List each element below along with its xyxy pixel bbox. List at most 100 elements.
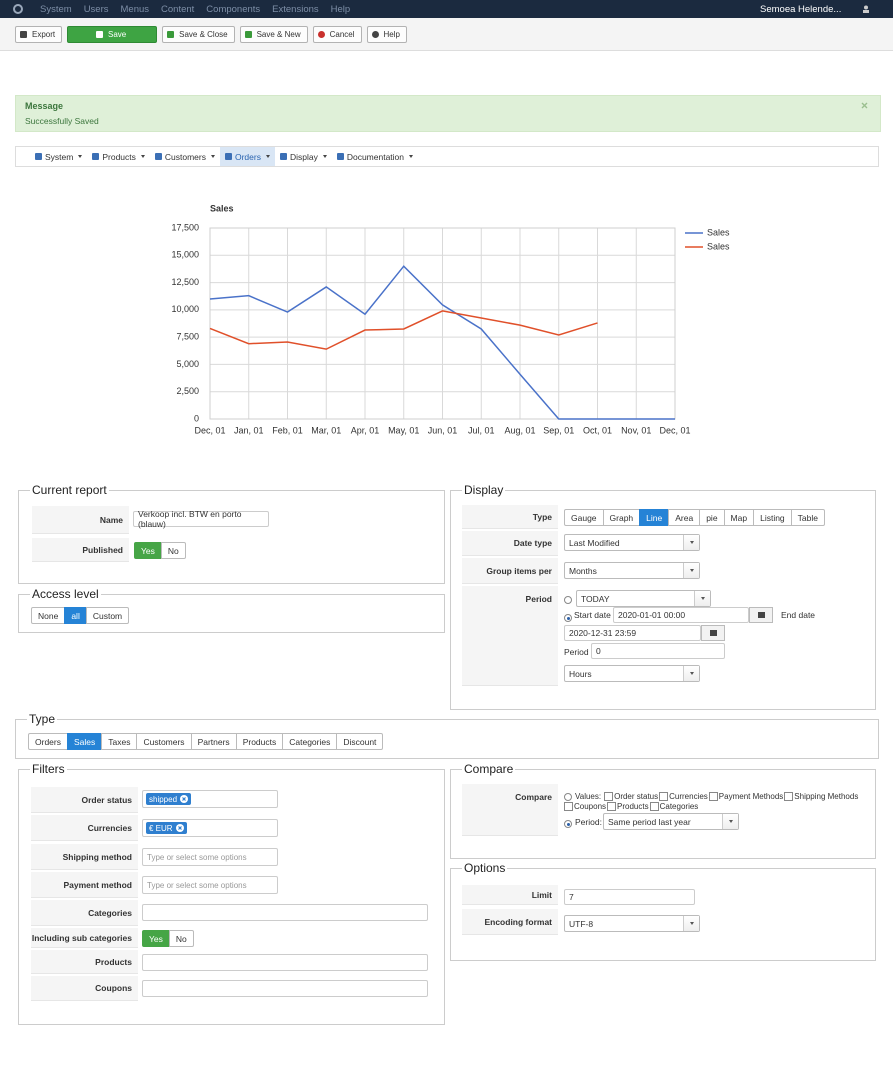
x-tick-label: Dec, 01 — [194, 425, 225, 435]
menu-item[interactable]: Menus — [120, 3, 150, 15]
checkbox[interactable] — [604, 792, 614, 801]
submenu-item[interactable]: Documentation — [332, 147, 418, 166]
x-tick-label: Oct, 01 — [583, 425, 612, 435]
option-button[interactable]: None — [31, 607, 66, 624]
toolbar-button[interactable]: Export — [15, 26, 63, 43]
submenu-item[interactable]: Products — [87, 147, 150, 166]
option-button[interactable]: Gauge — [564, 509, 604, 526]
value: Hours — [569, 668, 592, 679]
tag[interactable]: € EUR — [146, 822, 187, 834]
select[interactable]: Months — [564, 562, 700, 579]
close[interactable] — [861, 102, 868, 109]
checkbox-option[interactable]: Currencies — [659, 792, 708, 801]
option-button[interactable]: Sales — [66, 733, 103, 750]
submenu-item[interactable]: Display — [275, 147, 332, 166]
menu-item[interactable]: Extensions — [272, 3, 319, 15]
checkbox-option[interactable]: Coupons — [564, 802, 606, 811]
option-button[interactable]: Partners — [190, 733, 237, 750]
checkbox-option[interactable]: Categories — [649, 802, 698, 811]
menu-item[interactable]: Users — [83, 3, 109, 15]
name-input[interactable]: Verkoop incl. BTW en porto (blauw) — [133, 509, 269, 529]
remove[interactable] — [180, 795, 189, 803]
radio[interactable] — [564, 614, 572, 622]
checkbox[interactable] — [607, 802, 617, 811]
option-button[interactable]: Yes — [142, 930, 170, 947]
select[interactable]: TODAY — [576, 590, 711, 607]
checkbox-label: Payment Methods — [718, 792, 784, 801]
placeholder: Type or select some options — [147, 880, 247, 890]
select[interactable]: Last Modified — [564, 534, 700, 551]
y-tick-label: 15,000 — [171, 250, 199, 260]
tag[interactable]: shipped — [146, 793, 192, 805]
option-button[interactable]: all — [64, 607, 87, 624]
icon — [244, 31, 252, 38]
option-button[interactable]: Orders — [28, 733, 68, 750]
option-button[interactable]: Listing — [753, 509, 792, 526]
menu-item[interactable]: Components — [206, 3, 261, 15]
menu-item[interactable]: Help — [330, 3, 351, 15]
checkbox-option[interactable]: Order status — [604, 792, 658, 801]
submenu-item[interactable]: Customers — [150, 147, 220, 166]
toolbar-button[interactable]: Save & Close — [162, 26, 235, 43]
user-name[interactable]: Semoea Helende... — [760, 4, 842, 15]
option-button[interactable]: Taxes — [101, 733, 138, 750]
option-button[interactable]: pie — [699, 509, 725, 526]
user-icon[interactable] — [862, 5, 870, 13]
radio[interactable] — [564, 596, 572, 604]
period-input[interactable]: 0 — [591, 643, 725, 659]
option-button[interactable]: Discount — [336, 733, 384, 750]
option-button[interactable]: Custom — [85, 607, 130, 624]
toolbar-button[interactable]: Save — [67, 26, 158, 43]
tag-input[interactable]: Type or select some options — [142, 848, 278, 866]
radio-option[interactable]: Values: — [564, 792, 601, 801]
checkbox[interactable] — [649, 802, 659, 811]
checkbox[interactable] — [564, 802, 573, 811]
toolbar-button[interactable]: Help — [366, 26, 407, 43]
option-button[interactable]: Products — [235, 733, 284, 750]
limit-input[interactable]: 7 — [564, 889, 695, 905]
option-button[interactable]: No — [168, 930, 194, 947]
date-input[interactable]: 2020-01-01 00:00 — [613, 607, 749, 623]
select[interactable]: UTF-8 — [564, 915, 700, 932]
submenu-label: Orders — [234, 151, 261, 162]
menu-item[interactable]: System — [40, 3, 72, 15]
coupons-input[interactable] — [142, 980, 428, 997]
tag-input[interactable]: Type or select some options — [142, 876, 278, 894]
option-button[interactable]: Graph — [602, 509, 641, 526]
checkbox[interactable] — [659, 792, 669, 801]
x-tick-label: Mar, 01 — [311, 425, 341, 435]
submenu-item[interactable]: System — [30, 147, 87, 166]
calendar-button[interactable] — [749, 607, 773, 623]
select[interactable]: Hours — [564, 665, 700, 682]
text: Period: — [575, 817, 602, 827]
option-button[interactable]: Yes — [134, 542, 162, 559]
option-button[interactable]: Area — [668, 509, 701, 526]
value: 2020-12-31 23:59 — [569, 628, 637, 638]
option-button[interactable]: No — [160, 542, 186, 559]
toolbar-button[interactable]: Save & New — [239, 26, 308, 43]
checkbox-option[interactable]: Payment Methods — [708, 792, 784, 801]
radio[interactable] — [564, 820, 572, 828]
checkbox[interactable] — [784, 792, 794, 801]
checkbox-option[interactable]: Shipping Methods — [784, 792, 858, 801]
option-button[interactable]: Map — [723, 509, 755, 526]
products-input[interactable] — [142, 954, 428, 971]
option-button[interactable]: Categories — [282, 733, 338, 750]
calendar-button[interactable] — [701, 625, 725, 641]
toolbar-button[interactable]: Cancel — [312, 26, 362, 43]
select[interactable]: Same period last year — [603, 813, 739, 830]
remove[interactable] — [175, 824, 184, 832]
icon — [154, 153, 162, 160]
checkbox[interactable] — [708, 792, 718, 801]
checkbox-option[interactable]: Products — [607, 802, 649, 811]
option-button[interactable]: Line — [639, 509, 670, 526]
option-button[interactable]: Customers — [136, 733, 192, 750]
legend-label: Sales — [707, 227, 730, 237]
menu-item[interactable]: Content — [161, 3, 195, 15]
date-input[interactable]: 2020-12-31 23:59 — [564, 625, 701, 641]
value: UTF-8 — [569, 918, 594, 929]
series-line — [209, 310, 598, 350]
categories-input[interactable] — [142, 904, 428, 921]
option-button[interactable]: Table — [790, 509, 825, 526]
submenu-item[interactable]: Orders — [219, 147, 275, 166]
